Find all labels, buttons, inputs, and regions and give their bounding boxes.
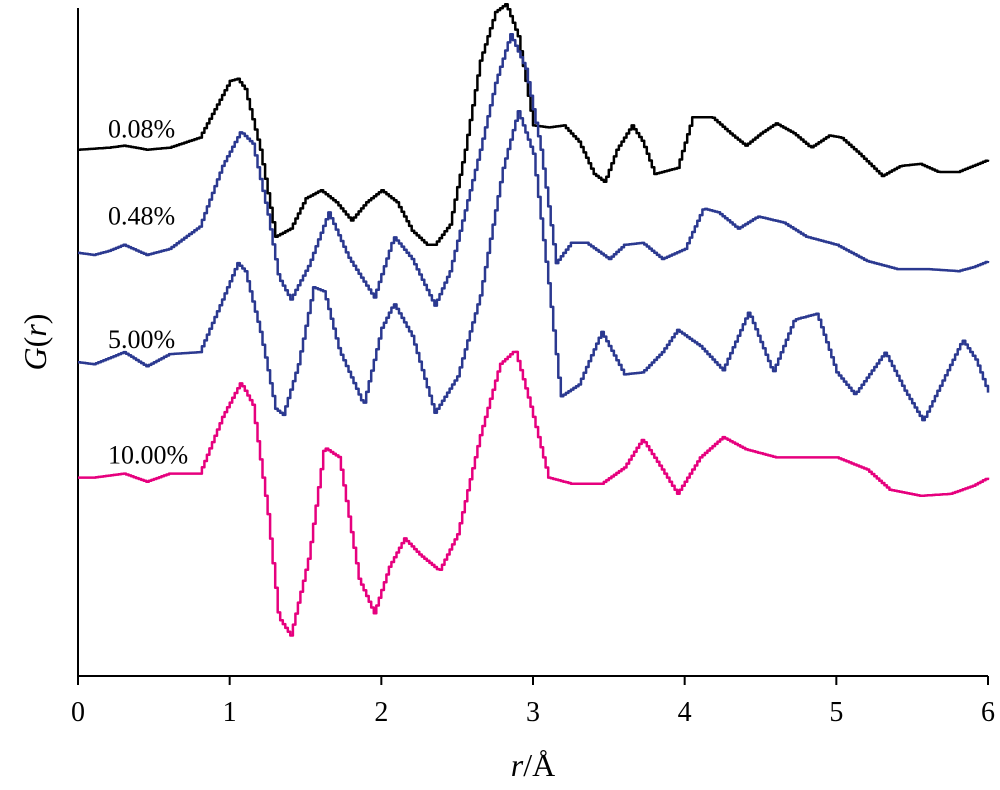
series-line-1 xyxy=(78,33,990,307)
x-tick-label: 5 xyxy=(829,697,843,728)
series-label-1: 0.48% xyxy=(108,202,175,231)
series-line-0 xyxy=(78,3,990,247)
series-label-3: 10.00% xyxy=(108,440,188,469)
x-ticks: 0 1 2 3 4 5 6 xyxy=(71,676,995,728)
series-line-2 xyxy=(78,109,990,422)
x-tick-label: 6 xyxy=(981,697,995,728)
series-label-0: 0.08% xyxy=(108,115,175,144)
x-axis-title: r/Å xyxy=(511,747,555,783)
x-tick-label: 1 xyxy=(223,697,237,728)
x-tick-label: 0 xyxy=(71,697,85,728)
series-line-3 xyxy=(78,350,990,637)
y-axis-title: G(r) xyxy=(17,314,53,371)
x-tick-label: 2 xyxy=(374,697,388,728)
x-tick-label: 4 xyxy=(678,697,692,728)
series-label-2: 5.00% xyxy=(108,325,175,354)
x-tick-label: 3 xyxy=(526,697,540,728)
series-labels: 0.08% 0.48% 5.00% 10.00% xyxy=(108,115,188,470)
series-group xyxy=(78,3,990,637)
